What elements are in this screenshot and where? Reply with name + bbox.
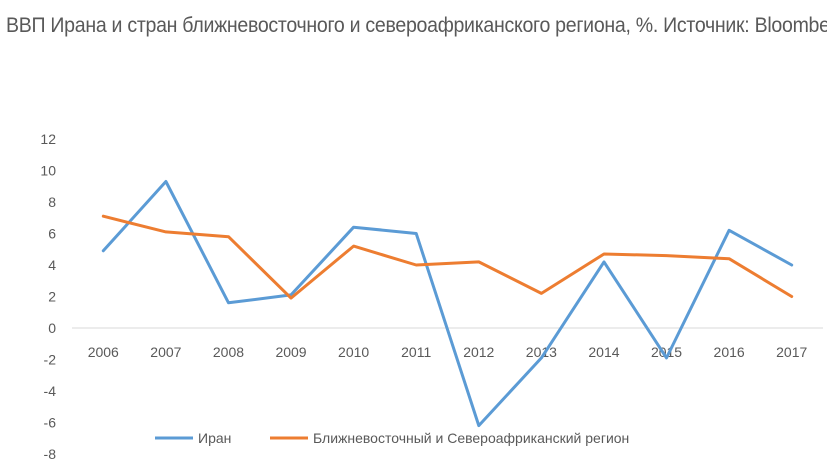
x-tick-label: 2009	[275, 344, 306, 360]
x-tick-label: 2014	[588, 344, 619, 360]
y-tick-label: -6	[44, 415, 57, 431]
y-tick-label: 8	[48, 194, 56, 210]
legend: Иран Ближневосточный и Североафриканский …	[155, 430, 629, 446]
y-tick-labels: 12 10 8 6 4 2 0 -2 -4 -6 -8	[40, 131, 56, 460]
y-tick-label: 4	[48, 257, 56, 273]
series-line-1	[101, 180, 794, 428]
x-tick-label: 2006	[88, 344, 119, 360]
legend-label: Иран	[198, 430, 231, 446]
legend-label: Ближневосточный и Североафриканский реги…	[313, 430, 629, 446]
y-tick-label: -2	[44, 352, 57, 368]
x-tick-label: 2007	[150, 344, 181, 360]
x-tick-label: 2012	[463, 344, 494, 360]
y-tick-label: -4	[44, 383, 57, 399]
x-tick-label: 2017	[776, 344, 807, 360]
y-tick-label: 6	[48, 226, 56, 242]
x-tick-labels: 2006 2007 2008 2009 2010 2011 2012 2013 2014 2015…	[88, 344, 808, 360]
x-tick-label: 2016	[714, 344, 745, 360]
x-tick-label: 2008	[213, 344, 244, 360]
y-tick-label: 10	[40, 163, 56, 179]
y-tick-label: 12	[40, 131, 56, 147]
x-tick-label: 2010	[338, 344, 369, 360]
series-line-2	[101, 214, 794, 300]
y-tick-label: 0	[48, 320, 56, 336]
x-tick-label: 2011	[401, 344, 431, 360]
chart-title: ВВП Ирана и стран ближневосточного и сев…	[6, 14, 827, 37]
y-tick-label: -8	[44, 446, 57, 460]
y-tick-label: 2	[48, 289, 56, 305]
series-lines	[101, 180, 794, 428]
